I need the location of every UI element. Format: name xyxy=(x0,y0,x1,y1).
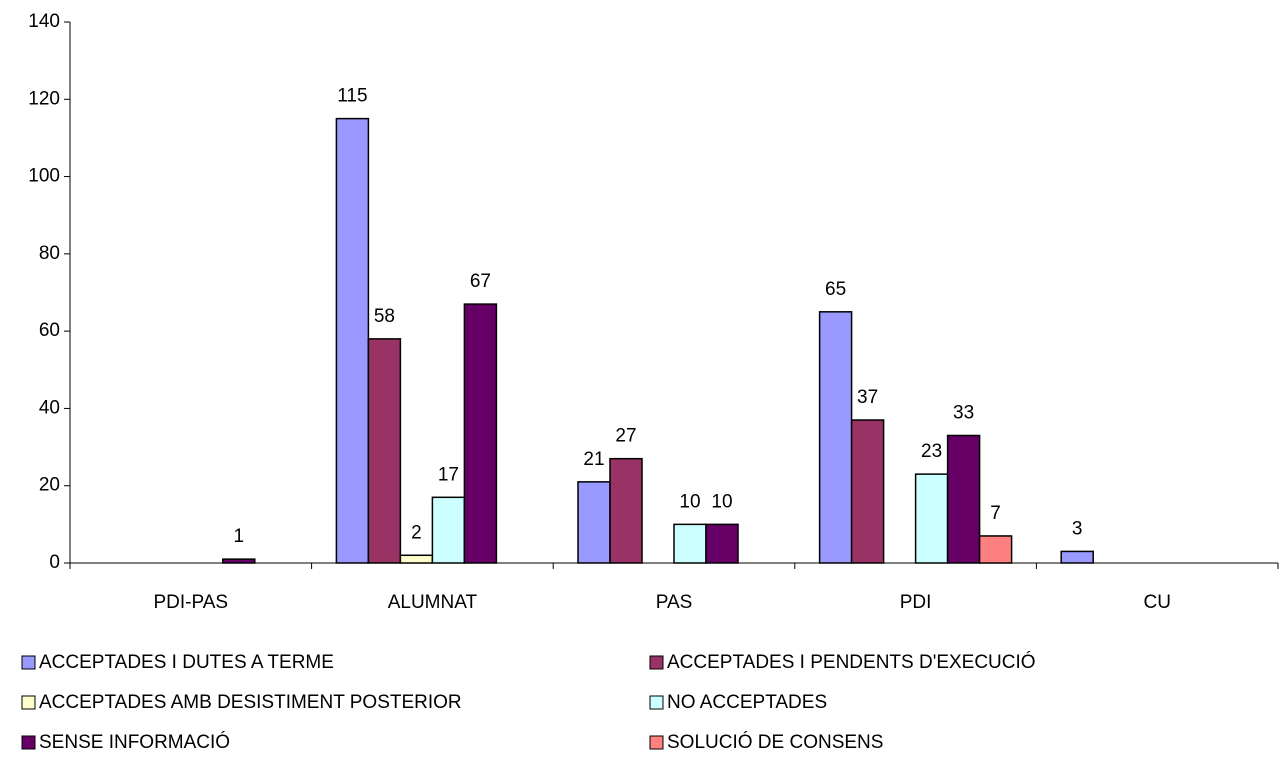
bar xyxy=(818,311,853,564)
legend-label: ACCEPTADES I DUTES A TERME xyxy=(39,652,334,673)
y-tick-label: 140 xyxy=(28,11,60,32)
bar xyxy=(850,419,885,564)
bar xyxy=(914,473,949,564)
bar xyxy=(399,554,434,564)
data-label: 7 xyxy=(990,503,1001,524)
data-label: 33 xyxy=(953,402,974,423)
bar xyxy=(1060,550,1094,564)
data-label: 17 xyxy=(438,464,459,485)
legend-swatch xyxy=(649,655,664,670)
bar xyxy=(705,523,739,564)
y-tick-label: 20 xyxy=(39,475,60,496)
legend-swatch xyxy=(21,695,36,710)
data-label: 2 xyxy=(411,522,422,543)
data-label: 37 xyxy=(857,387,878,408)
legend-label: SOLUCIÓ DE CONSENS xyxy=(667,731,883,753)
bar xyxy=(431,496,466,564)
data-label: 21 xyxy=(583,449,604,470)
data-label: 10 xyxy=(679,491,700,512)
y-tick-label: 100 xyxy=(28,166,60,187)
data-label: 67 xyxy=(470,271,491,292)
data-label: 23 xyxy=(921,441,942,462)
y-tick-label: 120 xyxy=(28,88,60,109)
legend-swatch xyxy=(21,735,36,750)
data-label: 3 xyxy=(1072,518,1083,539)
x-tick-label: PAS xyxy=(656,592,693,613)
data-label: 65 xyxy=(825,279,846,300)
bar xyxy=(673,523,707,564)
data-label: 27 xyxy=(615,426,636,447)
x-tick-label: CU xyxy=(1143,592,1170,613)
x-tick-label: PDI-PAS xyxy=(153,592,228,613)
legend-label: SENSE INFORMACIÓ xyxy=(39,731,230,753)
legend-label: ACCEPTADES I PENDENTS D'EXECUCIÓ xyxy=(667,651,1036,673)
bar xyxy=(335,117,370,564)
bar xyxy=(978,535,1013,564)
y-tick-label: 60 xyxy=(39,320,60,341)
data-label: 115 xyxy=(337,86,367,107)
legend-label: ACCEPTADES AMB DESISTIMENT POSTERIOR xyxy=(39,692,462,713)
bar xyxy=(946,434,981,564)
legend-swatch xyxy=(21,655,36,670)
data-label: 1 xyxy=(234,526,245,547)
bar xyxy=(609,457,643,564)
y-tick-label: 40 xyxy=(39,397,60,418)
bar xyxy=(463,303,498,564)
legend-swatch xyxy=(649,735,664,750)
data-label: 58 xyxy=(374,306,395,327)
y-tick-label: 80 xyxy=(39,243,60,264)
x-tick-label: ALUMNAT xyxy=(388,592,478,613)
x-tick-label: PDI xyxy=(900,592,932,613)
legend-label: NO ACCEPTADES xyxy=(667,692,827,713)
bar xyxy=(577,481,611,564)
bar xyxy=(367,338,402,564)
legend-swatch xyxy=(649,695,664,710)
data-label: 10 xyxy=(711,491,732,512)
bar xyxy=(222,558,256,564)
y-tick-label: 0 xyxy=(49,552,60,573)
